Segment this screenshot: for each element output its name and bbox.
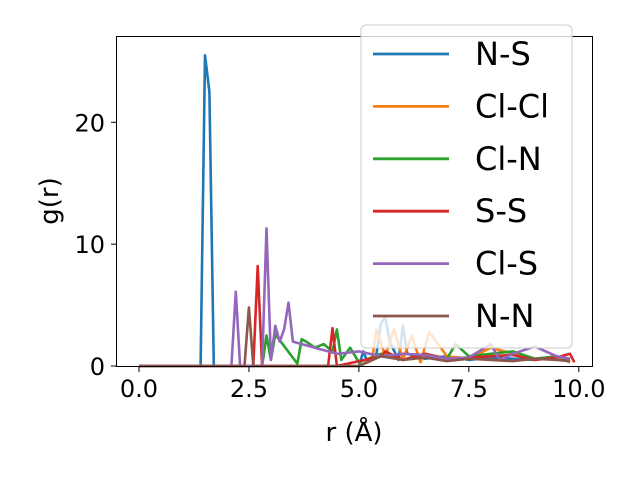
- series-line-cl-s: [139, 227, 571, 368]
- legend-label-cl-s: Cl-S: [475, 245, 538, 283]
- x-tick-label: 2.5: [230, 375, 268, 403]
- legend-box: [360, 24, 573, 349]
- x-tick-label: 10.0: [552, 375, 605, 403]
- legend-label-cl-n: Cl-N: [475, 140, 542, 178]
- x-tick-label: 7.5: [450, 375, 488, 403]
- x-tick-label: 5.0: [340, 375, 378, 403]
- legend-label-s-s: S-S: [475, 192, 527, 230]
- plot-frame: [116, 36, 593, 367]
- series-line-n-n: [139, 306, 571, 368]
- y-tick-label: 10: [74, 231, 105, 259]
- y-tick-label: 20: [74, 109, 105, 137]
- x-axis-label: r (Å): [325, 416, 382, 448]
- x-axis-ticks: 0.0 2.5 5.0 7.5 10.0: [120, 366, 606, 403]
- y-axis-label: g(r): [35, 177, 65, 224]
- y-axis-ticks: 0 10 20: [74, 109, 117, 381]
- legend-label-cl-cl: Cl-Cl: [475, 87, 549, 125]
- legend: N-S Cl-Cl Cl-N S-S Cl-S N-N: [360, 24, 573, 349]
- y-tick-label: 0: [90, 353, 105, 381]
- legend-label-n-n: N-N: [475, 297, 534, 335]
- x-tick-label: 0.0: [120, 375, 158, 403]
- legend-label-n-s: N-S: [475, 35, 531, 73]
